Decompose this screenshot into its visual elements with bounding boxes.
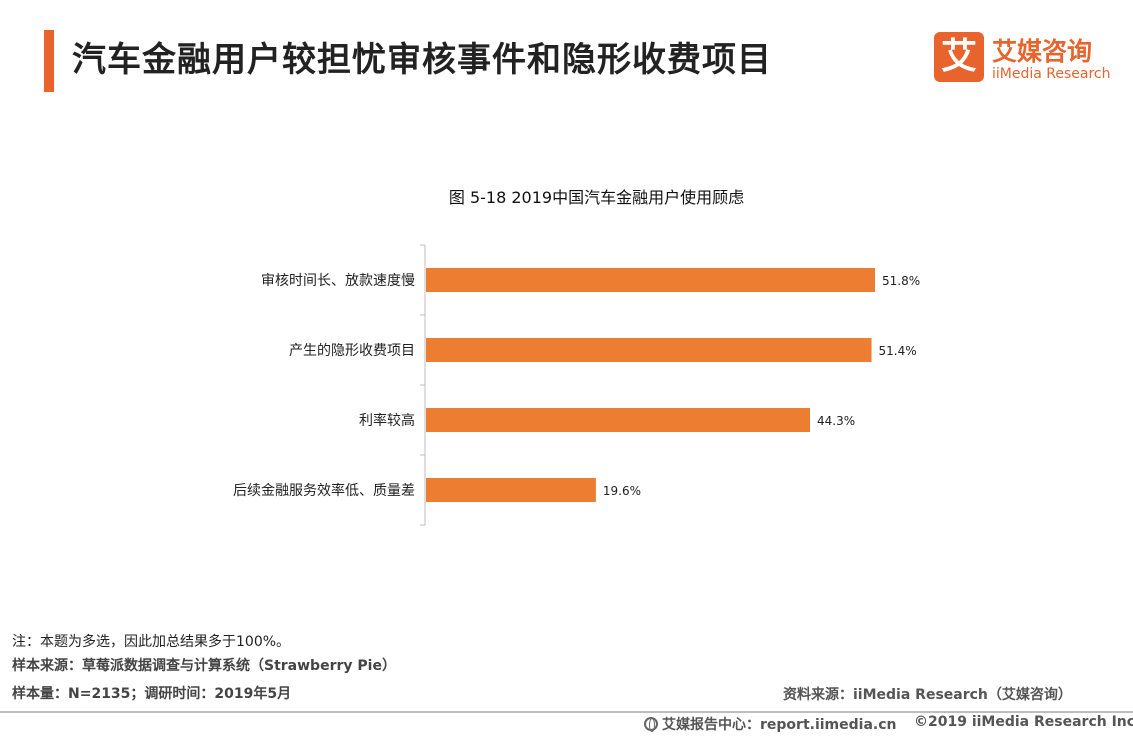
bar-chart: 审核时间长、放款速度慢 51.8% 产生的隐形收费项目 51.4% 利率较高 44.3% 后…	[233, 244, 920, 526]
value-label: 44.3%	[817, 414, 855, 428]
bar	[426, 478, 596, 502]
notes-block: 注：本题为多选，因此加总结果多于100%。 样本来源：草莓派数据调查与计算系统（…	[12, 630, 396, 706]
footer-site: 艾媒报告中心：report.iimedia.cn	[644, 714, 897, 734]
footer-copyright: ©2019 iiMedia Research Inc	[914, 714, 1133, 730]
category-label: 产生的隐形收费项目	[289, 343, 415, 359]
page-title: 汽车金融用户较担忧审核事件和隐形收费项目	[72, 40, 772, 80]
footer-divider	[0, 711, 1133, 713]
logo-english-name: iiMedia Research	[992, 66, 1111, 82]
globe-icon	[644, 717, 658, 732]
title-accent-bar	[44, 30, 54, 92]
value-label: 19.6%	[603, 484, 641, 498]
bar	[426, 268, 875, 292]
data-source: 资料来源：iiMedia Research（艾媒咨询）	[783, 687, 1072, 703]
iimedia-logo: 艾 艾媒咨询 iiMedia Research	[934, 32, 1124, 86]
logo-mark-icon: 艾	[934, 32, 984, 82]
category-label: 利率较高	[359, 412, 415, 429]
value-label: 51.8%	[882, 274, 920, 288]
bar	[426, 338, 872, 362]
value-label: 51.4%	[879, 344, 917, 358]
chart-title: 图 5-18 2019中国汽车金融用户使用顾虑	[448, 188, 745, 207]
logo-chinese-name: 艾媒咨询	[992, 37, 1093, 66]
category-label: 后续金融服务效率低、质量差	[233, 482, 415, 499]
note-multiple-choice: 注：本题为多选，因此加总结果多于100%。	[12, 634, 291, 650]
note-sample-source: 样本来源：草莓派数据调查与计算系统（Strawberry Pie）	[12, 658, 396, 674]
note-sample-size: 样本量：N=2135；调研时间：2019年5月	[12, 686, 292, 702]
footer-site-text: 艾媒报告中心：report.iimedia.cn	[662, 717, 897, 733]
category-label: 审核时间长、放款速度慢	[261, 272, 415, 289]
bar	[426, 408, 810, 432]
